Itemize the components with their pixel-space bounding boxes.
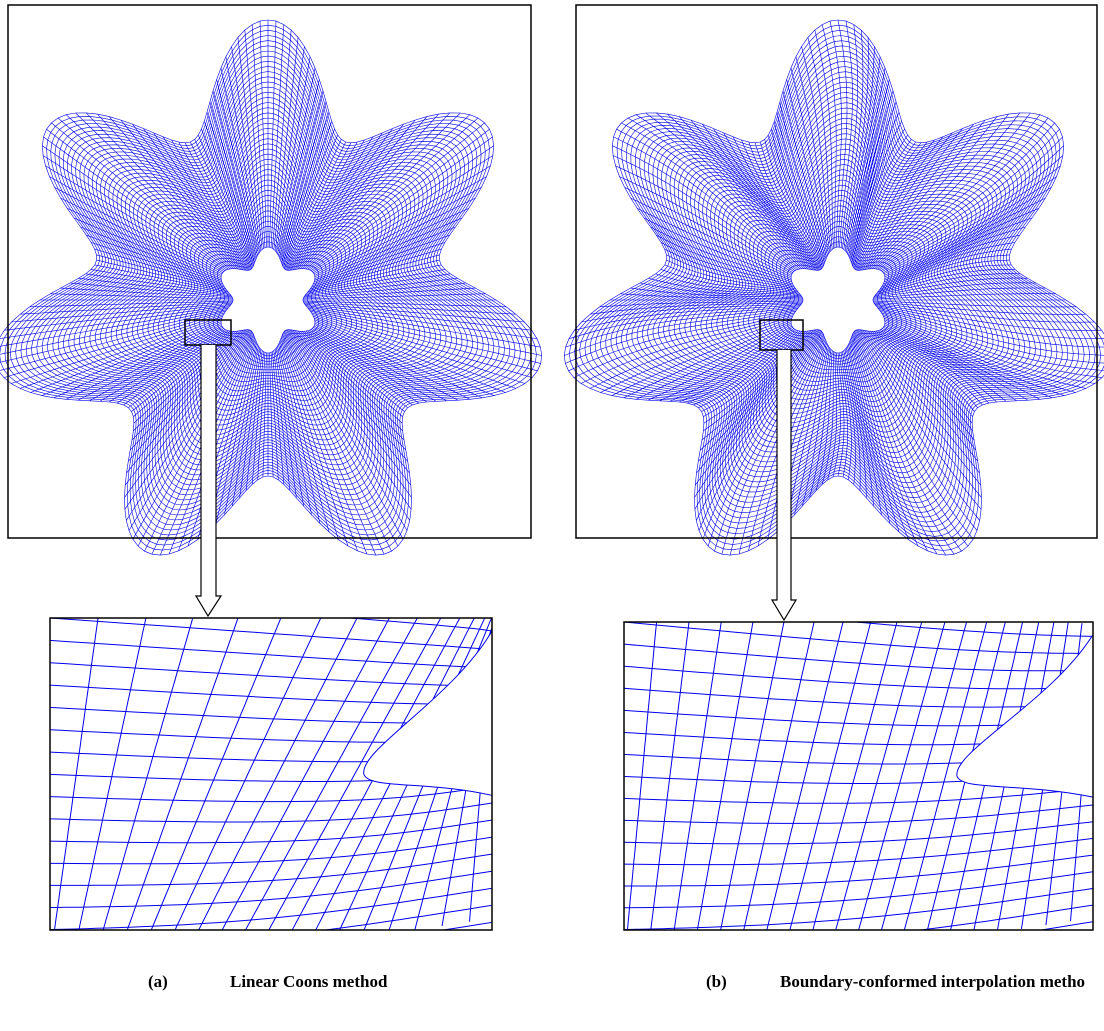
mesh-line: [312, 156, 493, 272]
mesh-a: [0, 20, 542, 555]
figure: (a) Linear Coons method (b) Boundary-con…: [0, 0, 1104, 1031]
zoom-mesh-a: [0, 565, 631, 1023]
mesh-line: [2, 575, 6, 970]
boundary-notch: [364, 627, 494, 795]
mesh-line: [545, 850, 1104, 886]
mesh-line: [503, 622, 605, 900]
mesh-line: [290, 129, 393, 271]
mesh-line: [0, 611, 497, 650]
caption-label: (b): [706, 972, 727, 991]
mesh-line: [314, 177, 486, 274]
mesh-line: [885, 198, 1045, 277]
mesh-line: [195, 139, 253, 267]
mesh-line: [606, 61, 1068, 517]
mesh-b: [564, 20, 1104, 555]
mesh-line: [494, 621, 552, 909]
mesh-line: [274, 351, 290, 491]
mesh-line: [602, 584, 627, 969]
mesh-line: [697, 330, 814, 473]
mesh-line: [493, 620, 525, 913]
mesh-line: [28, 579, 53, 969]
mesh-line: [1095, 624, 1104, 917]
mesh-line: [0, 679, 503, 704]
mesh-line: [271, 352, 278, 479]
page: (a) Linear Coons method (b) Boundary-con…: [0, 0, 1104, 1031]
mesh-line: [579, 580, 593, 969]
mesh-line: [221, 247, 315, 353]
caption-text: Boundary-conformed interpolation metho: [780, 972, 1085, 991]
mesh-line: [258, 352, 265, 479]
mesh-line: [497, 621, 579, 904]
mesh-line: [132, 331, 238, 440]
mesh-line: [493, 620, 497, 918]
mesh-line: [0, 588, 494, 633]
mesh-line: [544, 683, 1104, 708]
mesh-line: [246, 351, 262, 491]
mesh-line: [513, 623, 632, 896]
mesh-line: [574, 313, 795, 378]
zoom-mesh-b: [544, 569, 1104, 1022]
mesh-line: [283, 139, 341, 267]
mesh-line: [308, 331, 408, 408]
mesh-line: [544, 637, 1104, 671]
mesh-line: [702, 124, 815, 270]
mesh-line: [306, 123, 485, 269]
mesh-line: [841, 352, 851, 479]
mesh-line: [0, 20, 542, 555]
panel-frame: [576, 5, 1097, 538]
panel-frame: [8, 5, 531, 538]
mesh-line: [50, 177, 222, 274]
mesh-line: [544, 569, 1104, 620]
mesh-line: [0, 799, 516, 822]
mesh-line: [0, 849, 523, 885]
caption-label: (a): [148, 972, 168, 991]
mesh-line: [564, 20, 1104, 555]
mesh-line: [749, 201, 927, 382]
mesh-line: [0, 565, 498, 616]
mesh-line: [858, 133, 952, 270]
mesh-line: [546, 915, 1104, 976]
mesh-line: [544, 660, 1104, 689]
mesh-line: [298, 331, 404, 440]
mesh-line: [51, 123, 230, 269]
mesh-line: [557, 577, 560, 971]
mesh-line: [315, 187, 482, 275]
mesh-line: [43, 156, 224, 272]
mesh-line: [0, 308, 228, 355]
caption-text: Linear Coons method: [230, 972, 388, 991]
mesh-line: [545, 817, 1104, 844]
mesh-line: [283, 333, 384, 554]
mesh-line: [545, 834, 1104, 865]
mesh-line: [0, 634, 499, 668]
mesh-line: [143, 129, 246, 271]
mesh-line: [544, 592, 1104, 637]
mesh-line: [55, 187, 222, 275]
